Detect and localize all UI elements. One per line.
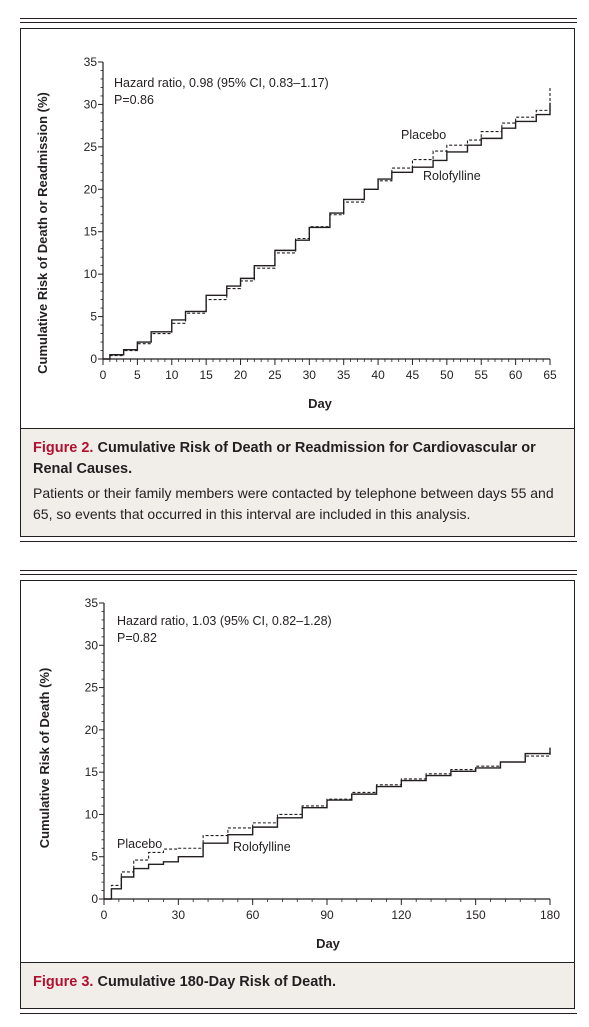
y-axis-label: Cumulative Risk of Death (%) [37, 668, 52, 849]
figure-3-chart: Cumulative Risk of Death (%) Day Hazard … [37, 596, 560, 951]
x-tick-label: 65 [543, 368, 557, 382]
rolofylline-label: Rolofylline [233, 840, 291, 854]
x-tick-label: 120 [391, 908, 411, 922]
figure-2-title: Figure 2. Cumulative Risk of Death or Re… [33, 438, 562, 480]
y-tick-label: 10 [85, 807, 99, 821]
figure-3-number: Figure 3. [33, 974, 94, 990]
y-tick-label: 20 [84, 182, 98, 196]
x-tick-label: 150 [466, 908, 486, 922]
y-tick-label: 5 [90, 310, 97, 324]
x-tick-label: 30 [303, 368, 317, 382]
bottom-rule-2 [20, 1013, 577, 1014]
x-tick-label: 60 [509, 368, 523, 382]
bottom-rule-1 [20, 541, 577, 542]
x-tick-label: 0 [101, 908, 108, 922]
top-rule-3 [20, 570, 577, 571]
x-tick-label: 25 [268, 368, 282, 382]
y-tick-label: 0 [90, 352, 97, 366]
figure-2-description: Patients or their family members were co… [33, 485, 554, 522]
placebo-label: Placebo [401, 128, 446, 142]
figure-3-title-text: Cumulative 180-Day Risk of Death. [97, 974, 336, 990]
p-value-annotation: P=0.82 [117, 631, 157, 645]
top-rule-2 [20, 22, 577, 23]
y-tick-label: 15 [84, 225, 98, 239]
y-tick-label: 0 [91, 892, 98, 906]
y-tick-label: 35 [84, 55, 98, 69]
placebo-label: Placebo [117, 837, 162, 851]
figure-3-panel: Cumulative Risk of Death (%) Day Hazard … [20, 580, 575, 1009]
y-axis-label: Cumulative Risk of Death or Readmission … [35, 92, 50, 374]
top-rule-4 [20, 574, 577, 575]
series-line-placebo [103, 87, 551, 360]
y-tick-label: 15 [85, 765, 99, 779]
x-tick-label: 10 [165, 368, 179, 382]
x-axis-label: Day [316, 936, 341, 951]
y-tick-label: 35 [85, 596, 99, 610]
y-tick-label: 10 [84, 267, 98, 281]
y-axis-title: Cumulative Risk of Death (%) [37, 668, 52, 849]
y-tick-label: 20 [85, 723, 99, 737]
figure-2-number: Figure 2. [33, 440, 94, 456]
x-tick-label: 20 [234, 368, 248, 382]
top-rule-1 [20, 18, 577, 19]
x-tick-label: 50 [440, 368, 454, 382]
figure-2-title-text: Cumulative Risk of Death or Readmission … [33, 440, 536, 477]
x-tick-label: 40 [371, 368, 385, 382]
y-tick-label: 30 [85, 638, 99, 652]
x-tick-label: 60 [246, 908, 260, 922]
figure-2-panel: Cumulative Risk of Death or Readmission … [20, 28, 575, 537]
x-tick-label: 0 [100, 368, 107, 382]
hazard-ratio-annotation: Hazard ratio, 1.03 (95% CI, 0.82–1.28) [117, 614, 332, 628]
figure-2-caption: Figure 2. Cumulative Risk of Death or Re… [21, 428, 574, 536]
x-tick-label: 15 [199, 368, 213, 382]
x-tick-label: 90 [320, 908, 334, 922]
rolofylline-label: Rolofylline [423, 169, 481, 183]
figure-3-title: Figure 3. Cumulative 180-Day Risk of Dea… [33, 972, 562, 993]
series-line-rolofylline [103, 102, 551, 360]
y-tick-label: 30 [84, 97, 98, 111]
y-tick-label: 25 [84, 140, 98, 154]
p-value-annotation: P=0.86 [114, 93, 154, 107]
y-axis-title: Cumulative Risk of Death or Readmission … [35, 92, 50, 374]
series-line-rolofylline [104, 747, 551, 900]
x-tick-label: 35 [337, 368, 351, 382]
x-tick-label: 55 [475, 368, 489, 382]
x-tick-label: 5 [134, 368, 141, 382]
figure-2-chart: Cumulative Risk of Death or Readmission … [35, 55, 557, 411]
hazard-ratio-annotation: Hazard ratio, 0.98 (95% CI, 0.83–1.17) [114, 76, 329, 90]
x-tick-label: 45 [406, 368, 420, 382]
x-tick-label: 180 [540, 908, 560, 922]
figure-3-caption: Figure 3. Cumulative 180-Day Risk of Dea… [21, 962, 574, 1008]
x-tick-label: 30 [172, 908, 186, 922]
x-axis-label: Day [308, 396, 333, 411]
y-tick-label: 25 [85, 681, 99, 695]
series-line-placebo [104, 751, 551, 900]
y-tick-label: 5 [91, 850, 98, 864]
